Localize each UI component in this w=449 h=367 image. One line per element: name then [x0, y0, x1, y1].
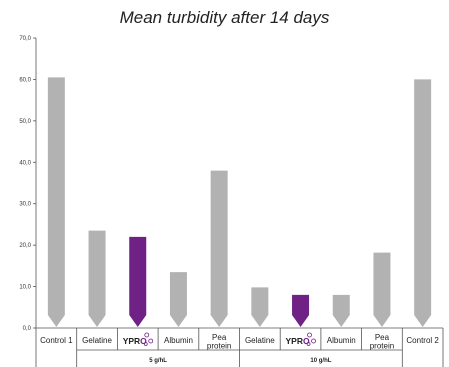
molecule-icon	[143, 342, 148, 346]
bar-10	[414, 79, 432, 327]
y-tick-label: 20,0	[19, 243, 31, 249]
bar-2	[88, 230, 106, 327]
molecule-icon	[148, 338, 154, 344]
category-label: Gelatine	[82, 336, 112, 345]
category-label: Control 1	[40, 336, 73, 345]
category-label: Pea protein	[207, 333, 231, 351]
y-tick-label: 60,0	[19, 77, 31, 83]
y-tick-label: 0,0	[23, 326, 32, 332]
y-tick-label: 10,0	[19, 285, 31, 291]
category-label: Albumin	[327, 336, 356, 345]
y-tick-label: 70,0	[19, 36, 31, 42]
bar-8	[332, 294, 350, 327]
bar-1	[47, 77, 65, 327]
bar-6	[251, 287, 269, 327]
group-label: 10 g/hL	[310, 358, 331, 364]
molecule-icon	[311, 338, 316, 344]
category-label: Control 2	[406, 336, 439, 345]
ypro-logo: YPRO	[123, 336, 147, 346]
y-tick-label: 40,0	[19, 160, 31, 166]
bar-4	[169, 272, 187, 327]
molecule-icon	[306, 342, 311, 346]
ypro-logo: YPRO	[285, 336, 309, 346]
category-label: Gelatine	[245, 336, 275, 345]
category-label: Albumin	[164, 336, 193, 345]
y-tick-label: 50,0	[19, 119, 31, 125]
bar-9	[373, 252, 391, 327]
molecule-icon	[144, 332, 150, 338]
bar-5	[210, 170, 228, 327]
y-tick-label: 30,0	[19, 202, 31, 208]
category-label: Pea protein	[370, 333, 394, 351]
bar-3	[129, 236, 147, 327]
group-label: 5 g/hL	[149, 358, 167, 364]
molecule-icon	[307, 332, 312, 338]
bar-7	[292, 294, 310, 327]
chart-title: Mean turbidity after 14 days	[119, 8, 330, 27]
